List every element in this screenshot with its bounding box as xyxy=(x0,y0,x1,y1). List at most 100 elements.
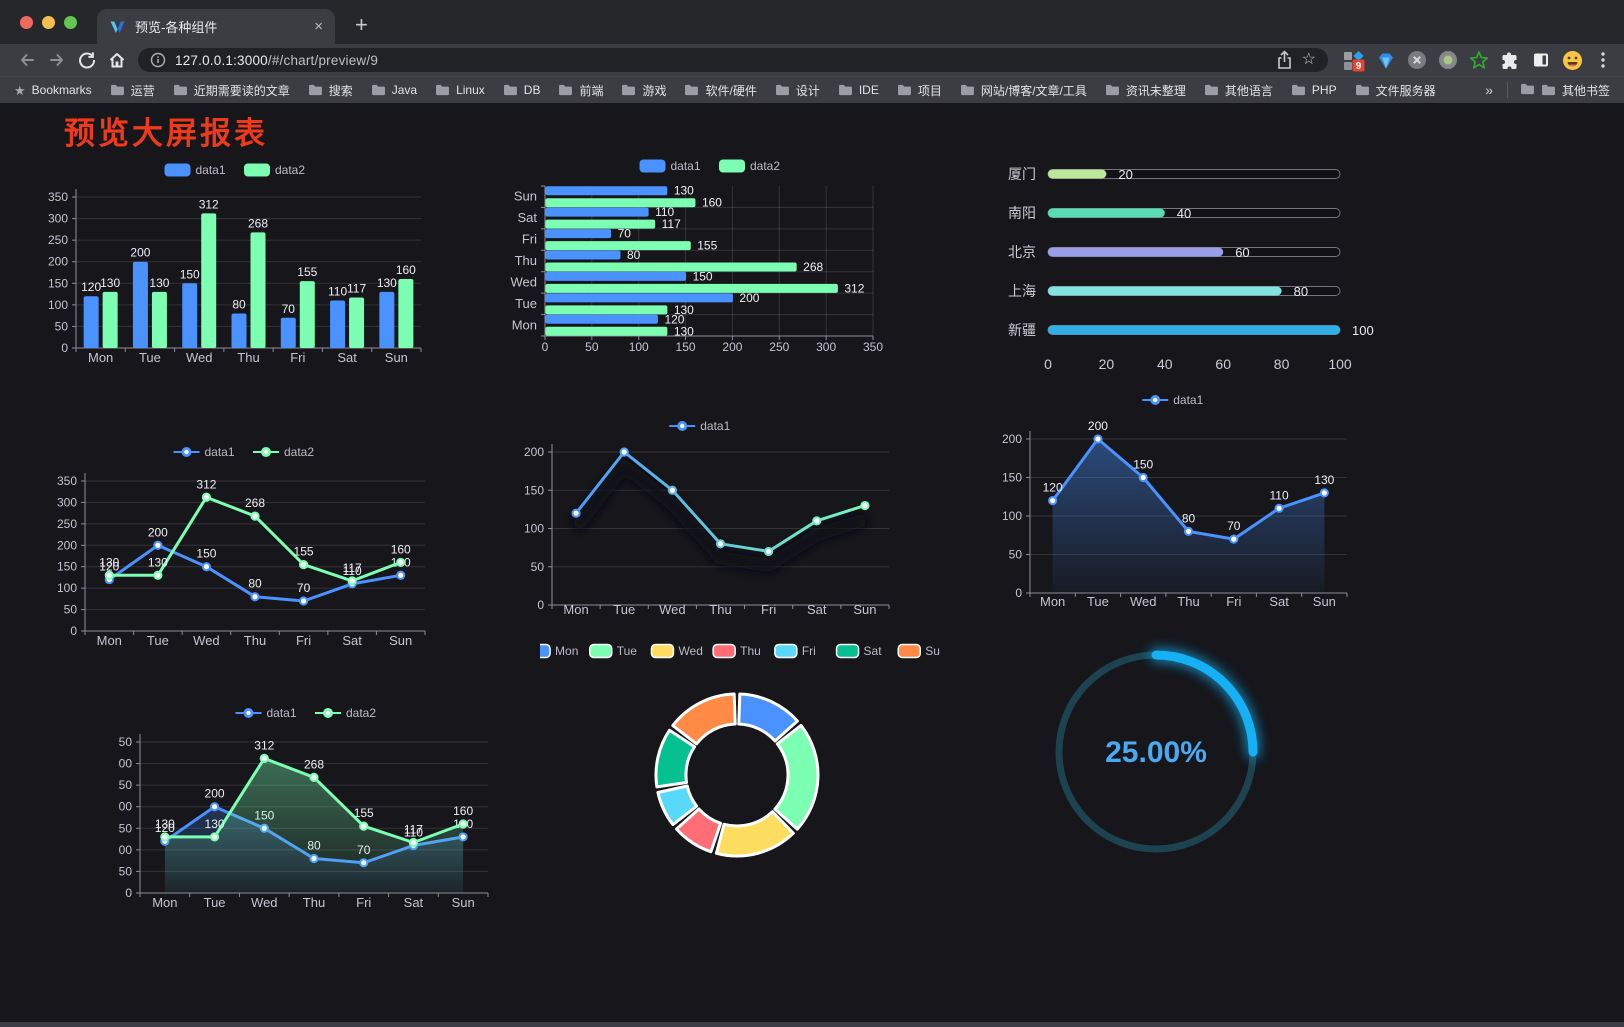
home-button[interactable] xyxy=(102,50,132,70)
close-window-button[interactable] xyxy=(20,15,33,29)
legend-item-data1[interactable]: data1 xyxy=(235,706,297,720)
bookmark-folder[interactable]: 其他语言 xyxy=(1204,82,1273,99)
pie-slice-Tue[interactable] xyxy=(773,723,820,831)
bookmark-label: 文件服务器 xyxy=(1375,83,1436,98)
bookmark-folder[interactable]: 设计 xyxy=(775,82,820,99)
pie-slice-Mon[interactable] xyxy=(737,692,799,743)
bookmark-folder[interactable]: 网站/博客/文章/工具 xyxy=(960,82,1087,99)
pie-slice-Fri[interactable] xyxy=(656,784,699,827)
reload-button[interactable] xyxy=(72,50,102,70)
browser-menu-button[interactable] xyxy=(1594,50,1612,70)
folder-icon xyxy=(308,84,322,96)
bookmark-folder[interactable]: Java xyxy=(371,82,417,99)
address-bar[interactable]: 127.0.0.1:3000/#/chart/preview/9 ☆ xyxy=(138,48,1328,72)
chart-horizontal-bar[interactable]: 0 50 100 150 200 250 300 350 Sun 130 160 Sat 110 117 F… xyxy=(505,148,905,375)
bookmarks-manager[interactable]: ★ Bookmarks xyxy=(14,83,92,97)
chart-city-progress[interactable]: 厦门 20 南阳 40 北京 60 上海 80 新疆 100 0 20 40 60 80 100 xyxy=(990,155,1390,390)
chart-gauge[interactable]: 25.00% xyxy=(1040,631,1290,886)
legend-item-data1[interactable]: data1 xyxy=(173,445,235,459)
back-button[interactable] xyxy=(12,50,42,70)
svg-text:data2: data2 xyxy=(275,163,305,177)
extension-circle-dot-button[interactable] xyxy=(1438,50,1458,70)
legend-item-Thu[interactable]: Thu xyxy=(712,643,761,659)
legend-item-data2[interactable]: data2 xyxy=(719,159,780,173)
svg-text:Fri: Fri xyxy=(802,644,816,658)
extension-grid-button[interactable]: 9 xyxy=(1342,49,1365,72)
bookmark-folder[interactable]: 游戏 xyxy=(621,82,666,99)
chart-line-area[interactable]: 0 50 100 150 200 Mon Tue Wed Thu Fri Sat Sun 120 200 1… xyxy=(985,385,1370,625)
chart-city-progress-svg: 厦门 20 南阳 40 北京 60 上海 80 新疆 100 0 20 40 60 80 100 xyxy=(1008,166,1374,372)
other-bookmarks-folder[interactable]: 其他书签 xyxy=(1520,82,1610,99)
legend-item-Sat[interactable]: Sat xyxy=(835,643,883,659)
svg-text:data1: data1 xyxy=(700,419,730,433)
legend-item-data2[interactable]: data2 xyxy=(253,445,314,459)
bookmark-folder[interactable]: 运营 xyxy=(110,82,155,99)
bookmark-folder[interactable]: 前端 xyxy=(558,82,603,99)
maximize-window-button[interactable] xyxy=(64,15,77,29)
bookmarks-star-icon: ★ xyxy=(14,82,26,98)
svg-text:Fri: Fri xyxy=(522,232,537,247)
chart-donut[interactable]: Mon Tue Wed Thu Fri Sat Sun xyxy=(527,635,947,940)
legend-item-Mon[interactable]: Mon xyxy=(527,643,578,659)
legend-item-data2[interactable]: data2 xyxy=(315,706,376,720)
tab-close-icon[interactable]: × xyxy=(314,18,323,35)
minimize-window-button[interactable] xyxy=(42,15,55,29)
legend-item-data2[interactable]: data2 xyxy=(244,163,305,177)
folder-icon xyxy=(110,84,124,96)
forward-button[interactable] xyxy=(42,50,72,70)
new-tab-button[interactable]: + xyxy=(355,12,368,37)
folder-icon xyxy=(559,84,573,96)
svg-text:data1: data1 xyxy=(267,706,297,720)
bookmark-folder[interactable]: 近期需要读的文章 xyxy=(173,82,290,99)
legend-item-data1[interactable]: data1 xyxy=(639,159,701,173)
browser-tab[interactable]: 预览-各种组件 × xyxy=(97,9,335,44)
bookmark-folder[interactable]: DB xyxy=(503,82,540,99)
legend-item-Wed[interactable]: Wed xyxy=(650,643,703,659)
folder-icon xyxy=(1521,83,1534,94)
pie-slice-Wed[interactable] xyxy=(714,810,795,858)
bookmark-folder[interactable]: 资讯未整理 xyxy=(1105,82,1186,99)
gem-icon xyxy=(1379,53,1393,69)
legend-item-Tue[interactable]: Tue xyxy=(589,643,638,659)
bookmark-folder[interactable]: 项目 xyxy=(897,82,942,99)
legend-item-Sun[interactable]: Sun xyxy=(897,643,947,659)
pie-slice-Sat[interactable] xyxy=(654,728,697,789)
bookmark-folder[interactable]: PHP xyxy=(1291,82,1337,99)
extension-star-button[interactable] xyxy=(1469,50,1489,70)
bottom-scrollbar[interactable] xyxy=(0,1022,1624,1027)
bookmark-folder[interactable]: 文件服务器 xyxy=(1355,82,1436,99)
svg-text:150: 150 xyxy=(196,547,216,561)
chart-area-two-series[interactable]: 0 50 100 150 200 250 300 350 Mon Tue Wed Thu Fri Sat S… xyxy=(112,675,503,925)
chart-line-two-series[interactable]: 0 50 100 150 200 250 300 350 Mon Tue Wed Thu Fri Sat S… xyxy=(36,437,436,667)
pie-slice-Thu[interactable] xyxy=(675,807,723,854)
legend-item-data1[interactable]: data1 xyxy=(1142,393,1204,407)
svg-text:40: 40 xyxy=(1157,356,1173,372)
bookmark-folder[interactable]: 搜索 xyxy=(308,82,353,99)
pie-slice-Sun[interactable] xyxy=(671,692,737,746)
bookmark-folder[interactable]: 软件/硬件 xyxy=(684,82,757,99)
legend-item-Fri[interactable]: Fri xyxy=(774,643,816,659)
svg-text:Mon: Mon xyxy=(563,602,588,617)
bookmark-star-icon[interactable]: ☆ xyxy=(1301,51,1316,68)
extension-puzzle-button[interactable] xyxy=(1500,50,1520,70)
chart-line-gradient[interactable]: 0 50 100 150 200 Mon Tue Wed Thu Fri Sat Sun data1 xyxy=(510,415,895,632)
svg-text:Wed: Wed xyxy=(678,644,702,658)
extension-circle-cross-button[interactable] xyxy=(1407,50,1427,70)
svg-text:160: 160 xyxy=(396,263,416,277)
svg-text:120: 120 xyxy=(1043,481,1063,495)
chart-grouped-bar[interactable]: 0 50 100 150 200 250 300 350 Mon Tue Wed Thu Fri Sat S… xyxy=(36,145,466,382)
extension-gem-button[interactable] xyxy=(1376,50,1396,70)
svg-text:268: 268 xyxy=(304,757,324,771)
share-icon[interactable] xyxy=(1276,50,1293,70)
svg-text:120: 120 xyxy=(81,280,101,294)
site-info-icon[interactable] xyxy=(150,52,166,68)
puzzle-icon xyxy=(1502,52,1517,69)
legend-item-data1[interactable]: data1 xyxy=(669,419,731,433)
extension-emoji-button[interactable] xyxy=(1562,50,1583,71)
bookmark-folder[interactable]: IDE xyxy=(838,82,879,99)
bookmarks-overflow-chevron[interactable]: » xyxy=(1485,82,1493,98)
legend-item-data1[interactable]: data1 xyxy=(164,163,226,177)
bookmark-folder[interactable]: Linux xyxy=(435,82,485,99)
extension-sidebar-button[interactable] xyxy=(1531,50,1551,70)
diamond-icon xyxy=(1353,50,1364,61)
